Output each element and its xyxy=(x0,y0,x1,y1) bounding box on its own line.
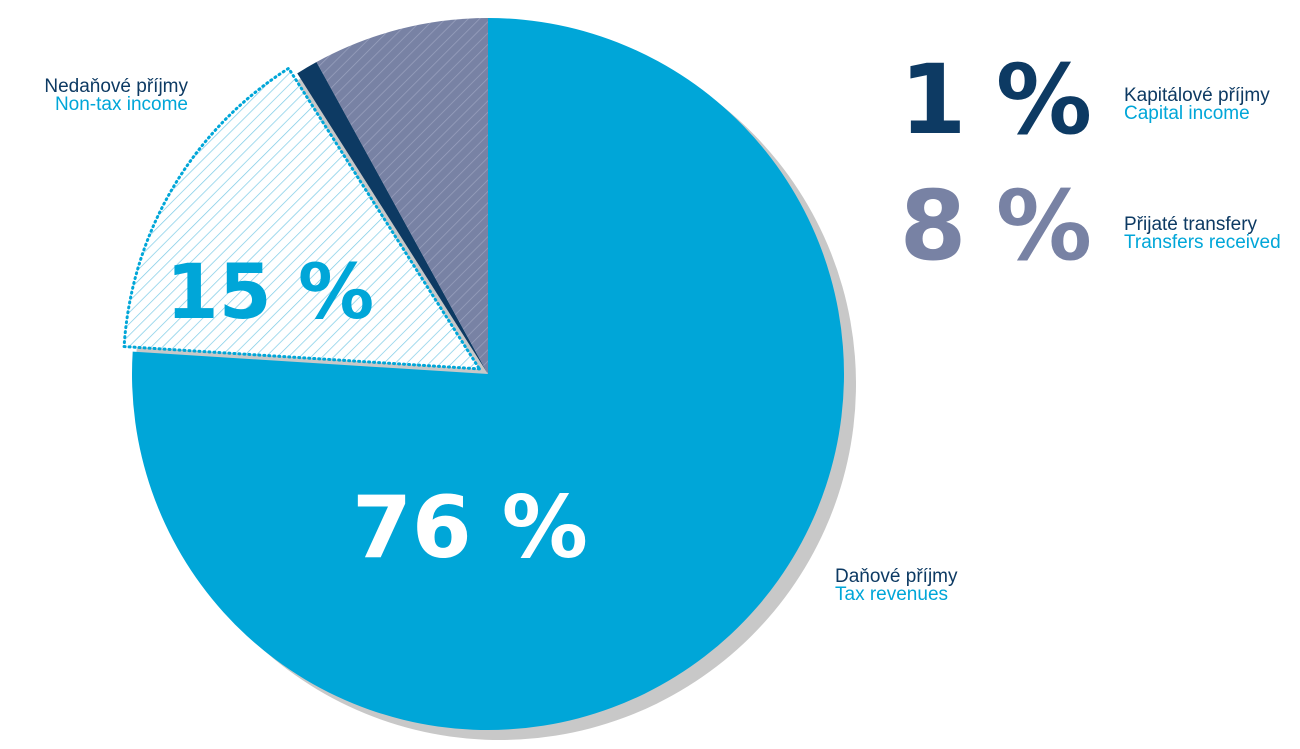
slice-tax-revenues xyxy=(132,18,845,730)
label-tax-revenues-cz: Daňové příjmy xyxy=(835,566,958,587)
label-capital-income-cz: Kapitálové příjmy xyxy=(1124,85,1270,106)
slice-transfers-received xyxy=(316,18,488,374)
slice-value-capital-income: 1 % xyxy=(899,44,1092,156)
slice-value-non-tax-income: 15 % xyxy=(166,247,374,336)
slice-non-tax-income xyxy=(122,66,483,371)
slice-capital-income xyxy=(297,62,488,374)
label-non-tax-income-cz: Nedaňové příjmy xyxy=(44,76,188,97)
label-capital-income: Kapitálové příjmy Capital income xyxy=(1124,85,1270,124)
label-non-tax-income: Nedaňové příjmy Non-tax income xyxy=(26,76,188,115)
label-transfers-received-en: Transfers received xyxy=(1124,232,1281,253)
label-capital-income-en: Capital income xyxy=(1124,103,1250,124)
slice-value-tax-revenues: 76 % xyxy=(352,478,588,578)
label-tax-revenues-en: Tax revenues xyxy=(835,584,949,605)
label-transfers-received-cz: Přijaté transfery xyxy=(1124,214,1258,235)
slice-value-transfers-received: 8 % xyxy=(899,170,1092,282)
label-non-tax-income-en: Non-tax income xyxy=(54,94,188,115)
pie-slices xyxy=(122,18,845,730)
label-transfers-received: Přijaté transfery Transfers received xyxy=(1124,214,1281,253)
label-tax-revenues: Daňové příjmy Tax revenues xyxy=(835,566,958,605)
